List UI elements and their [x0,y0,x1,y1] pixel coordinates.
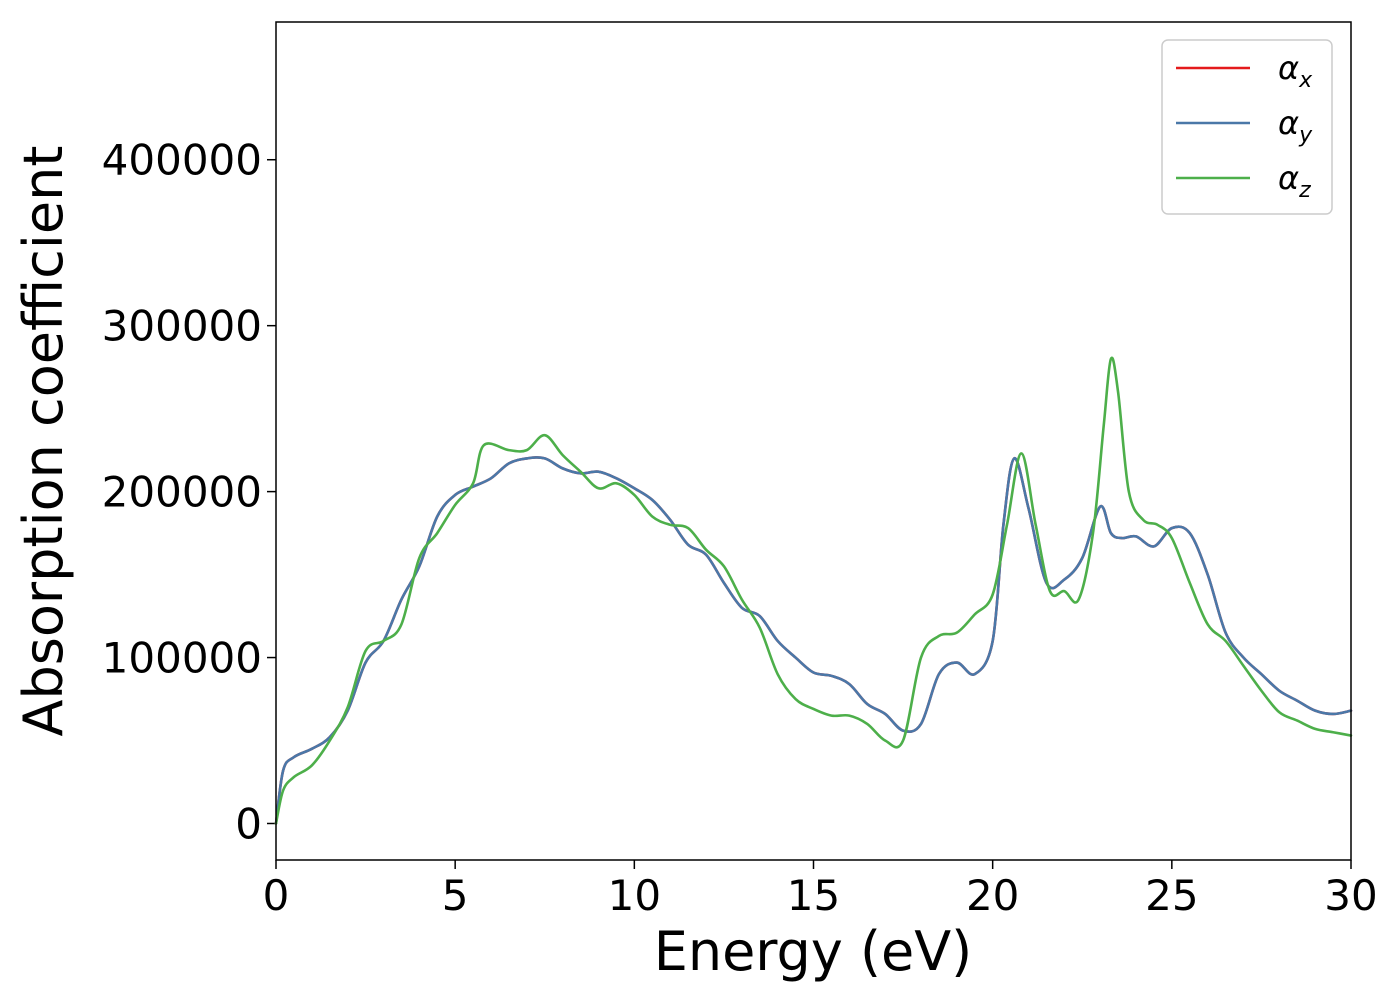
x-tick-label: 15 [787,871,840,920]
y-tick-label: 100000 [102,634,262,683]
legend-label-subscript: z [1298,178,1311,203]
legend-label-subscript: y [1298,123,1313,148]
y-axis-label: Absorption coefficient [12,146,75,737]
legend-label-subscript: x [1298,68,1313,93]
y-tick-label: 400000 [102,136,262,185]
legend-label-symbol: α [1278,159,1299,197]
y-tick-label: 300000 [102,302,262,351]
x-tick-label: 25 [1145,871,1198,920]
ticks-layer: 0 5 10 15 20 25 30 0 100000 200000 300000 400000 [102,136,1378,920]
legend-label-alpha-z: αz [1278,159,1311,203]
x-tick-label: 5 [442,871,469,920]
series-line-alpha-z [274,356,1353,825]
plot-frame [275,21,1352,861]
series-line-alpha-y [274,456,1353,825]
x-tick-label: 30 [1324,871,1377,920]
series-line-alpha-x [274,456,1353,825]
legend-label-alpha-x: αx [1278,49,1313,93]
legend-label-symbol: α [1278,49,1299,87]
y-tick-label: 200000 [102,468,262,517]
x-tick-label: 0 [263,871,290,920]
legend-label-symbol: α [1278,104,1299,142]
x-tick-label: 10 [608,871,661,920]
y-tick-label: 0 [235,799,262,848]
series-layer [274,356,1353,825]
legend-box [1161,39,1333,215]
x-tick-label: 20 [966,871,1019,920]
legend-label-alpha-y: αy [1278,104,1313,148]
x-axis-label: Energy (eV) [654,920,973,983]
